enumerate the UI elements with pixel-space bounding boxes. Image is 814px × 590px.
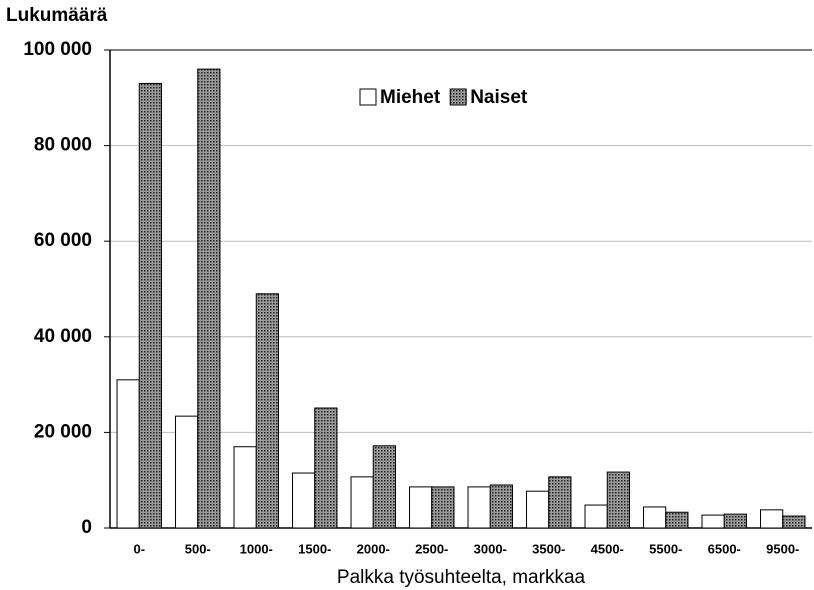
legend-label: Naiset	[470, 87, 528, 108]
y-tick-label: 100 000	[23, 39, 92, 60]
legend-swatch	[359, 88, 377, 106]
bar	[372, 445, 396, 529]
bar	[723, 513, 747, 529]
bar	[665, 511, 689, 529]
bar	[643, 506, 667, 529]
x-tick-label: 3000-	[474, 541, 507, 556]
bar	[409, 486, 433, 529]
x-tick-label: 1500-	[298, 541, 331, 556]
bar	[255, 293, 279, 529]
bar	[489, 484, 513, 529]
y-tick-label: 40 000	[34, 326, 92, 347]
bar	[606, 471, 630, 529]
y-tick-label: 0	[81, 517, 92, 538]
x-tick-label: 1000-	[240, 541, 273, 556]
chart-title: Lukumäärä	[6, 5, 108, 26]
bar	[467, 486, 491, 529]
legend-label: Miehet	[380, 87, 441, 108]
x-tick-label: 2000-	[357, 541, 390, 556]
bar	[197, 68, 221, 529]
x-tick-label: 0-	[133, 541, 145, 556]
bar	[292, 472, 316, 529]
x-tick-label: 2500-	[415, 541, 448, 556]
x-tick-label: 3500-	[532, 541, 565, 556]
bar	[138, 82, 162, 529]
x-axis-label: Palkka työsuhteelta, markkaa	[337, 567, 586, 588]
y-tick-label: 20 000	[34, 421, 92, 442]
bar	[584, 504, 608, 529]
bar	[548, 476, 572, 529]
y-tick-label: 60 000	[34, 230, 92, 251]
x-tick-label: 500-	[185, 541, 211, 556]
bar	[760, 509, 784, 529]
bar	[431, 486, 455, 529]
bar	[233, 446, 257, 529]
y-tick-label: 80 000	[34, 135, 92, 156]
bar	[314, 407, 338, 529]
bar	[526, 490, 550, 529]
bar	[701, 514, 725, 529]
legend-swatch	[449, 88, 467, 106]
bar	[175, 415, 199, 529]
x-tick-label: 6500-	[708, 541, 741, 556]
x-tick-label: 4500-	[591, 541, 624, 556]
bar	[350, 476, 374, 529]
bar	[116, 379, 140, 529]
x-tick-label: 5500-	[649, 541, 682, 556]
x-tick-label: 9500-	[766, 541, 799, 556]
bar	[782, 515, 806, 529]
